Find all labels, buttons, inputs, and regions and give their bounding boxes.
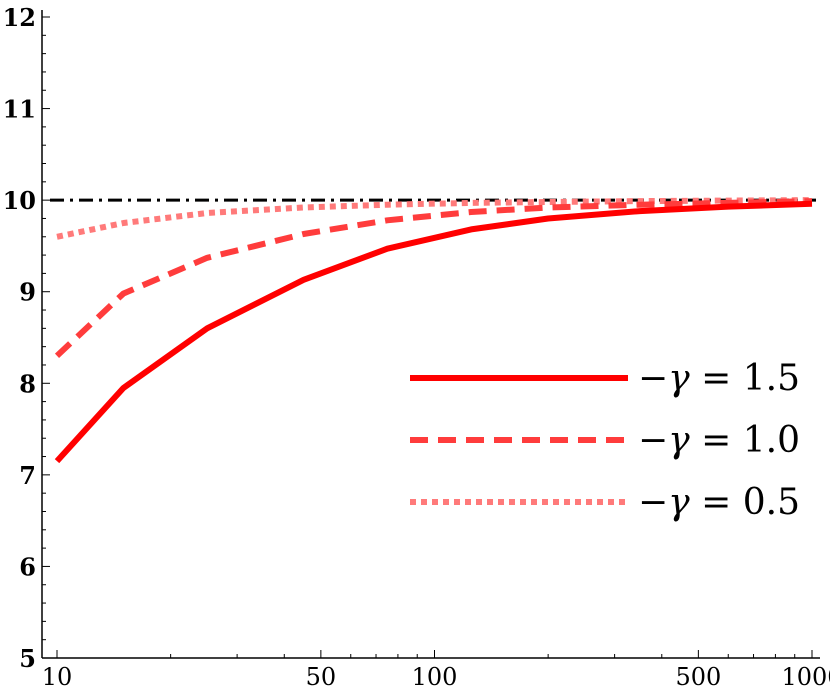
series-line-1	[54, 200, 813, 464]
legend: −γ = 1.5 −γ = 1.0 −γ = 0.5	[410, 358, 800, 523]
axes-layer: 5 6 7 8 9 10 11 12 10 50 100 500 1000	[3, 3, 830, 691]
series-line-2	[54, 198, 813, 358]
series-line-3	[56, 197, 813, 240]
series-layer	[54, 197, 813, 464]
y-tick-label: 8	[19, 369, 36, 398]
x-tick-label: 50	[306, 663, 337, 691]
y-tick-label: 9	[19, 278, 36, 307]
y-tick-label: 12	[3, 3, 36, 32]
legend-label-1: −γ = 1.5	[638, 358, 800, 399]
x-tick-label: 100	[412, 663, 458, 691]
legend-label-2: −γ = 1.0	[638, 420, 800, 461]
x-tick-label: 1000	[781, 663, 830, 691]
y-tick-label: 6	[19, 552, 36, 581]
y-tick-label: 5	[19, 644, 36, 673]
y-tick-label: 7	[19, 461, 36, 490]
y-tick-label: 10	[3, 186, 36, 215]
y-tick-label: 11	[3, 95, 36, 124]
x-tick-label: 500	[675, 663, 721, 691]
x-tick-label: 10	[42, 663, 73, 691]
legend-label-3: −γ = 0.5	[638, 482, 800, 523]
